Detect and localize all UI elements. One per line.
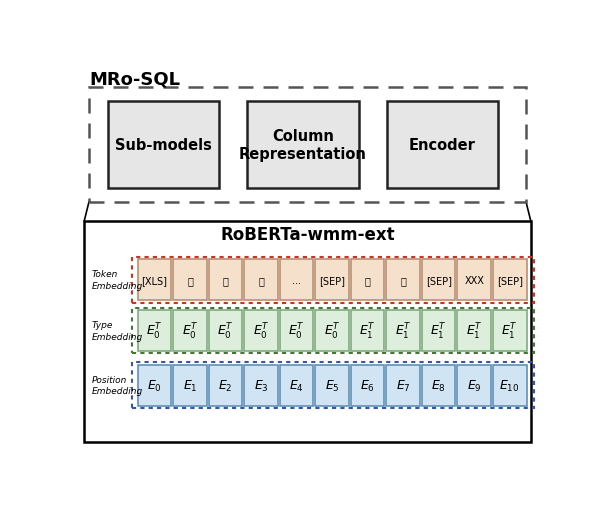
Text: $E_7$: $E_7$: [396, 378, 410, 393]
FancyBboxPatch shape: [138, 260, 172, 300]
Text: $E_2$: $E_2$: [218, 378, 233, 393]
FancyBboxPatch shape: [209, 260, 242, 300]
Text: $E_0$: $E_0$: [147, 378, 162, 393]
Text: $E_1^T$: $E_1^T$: [502, 321, 518, 341]
FancyBboxPatch shape: [84, 222, 531, 442]
FancyBboxPatch shape: [316, 365, 349, 406]
FancyBboxPatch shape: [457, 365, 491, 406]
Text: 请: 请: [187, 275, 193, 285]
FancyBboxPatch shape: [386, 365, 420, 406]
Text: $E_6$: $E_6$: [360, 378, 375, 393]
FancyBboxPatch shape: [422, 311, 455, 351]
FancyBboxPatch shape: [280, 311, 313, 351]
Text: $E_9$: $E_9$: [467, 378, 482, 393]
FancyBboxPatch shape: [244, 365, 278, 406]
Text: $E_0^T$: $E_0^T$: [289, 321, 305, 341]
FancyBboxPatch shape: [280, 365, 313, 406]
FancyBboxPatch shape: [457, 311, 491, 351]
Text: [SEP]: [SEP]: [497, 275, 523, 285]
FancyBboxPatch shape: [107, 102, 219, 189]
Text: 称: 称: [400, 275, 406, 285]
Text: Type
Embedding: Type Embedding: [91, 321, 143, 341]
Text: 名: 名: [365, 275, 371, 285]
Text: $E_4$: $E_4$: [289, 378, 304, 393]
FancyBboxPatch shape: [493, 311, 527, 351]
FancyBboxPatch shape: [351, 365, 385, 406]
FancyBboxPatch shape: [422, 260, 455, 300]
Text: $E_1^T$: $E_1^T$: [466, 321, 482, 341]
Text: Position
Embedding: Position Embedding: [91, 375, 143, 396]
FancyBboxPatch shape: [386, 311, 420, 351]
Text: Column
Representation: Column Representation: [239, 128, 367, 162]
FancyBboxPatch shape: [173, 260, 207, 300]
Text: $E_1^T$: $E_1^T$: [359, 321, 376, 341]
FancyBboxPatch shape: [209, 365, 242, 406]
Text: Token
Embedding: Token Embedding: [91, 270, 143, 291]
Text: RoBERTa-wmm-ext: RoBERTa-wmm-ext: [220, 226, 395, 244]
FancyBboxPatch shape: [351, 311, 385, 351]
Text: ...: ...: [292, 275, 301, 285]
Text: $E_1^T$: $E_1^T$: [395, 321, 412, 341]
Text: $E_0^T$: $E_0^T$: [324, 321, 340, 341]
Text: $E_{10}$: $E_{10}$: [499, 378, 520, 393]
Text: [XLS]: [XLS]: [142, 275, 167, 285]
FancyBboxPatch shape: [138, 365, 172, 406]
FancyBboxPatch shape: [457, 260, 491, 300]
Text: $E_3$: $E_3$: [254, 378, 269, 393]
Text: 查: 查: [258, 275, 264, 285]
Text: $E_5$: $E_5$: [325, 378, 340, 393]
Text: $E_0^T$: $E_0^T$: [182, 321, 199, 341]
FancyBboxPatch shape: [316, 311, 349, 351]
FancyBboxPatch shape: [280, 260, 313, 300]
FancyBboxPatch shape: [386, 260, 420, 300]
Text: $E_0^T$: $E_0^T$: [146, 321, 163, 341]
FancyBboxPatch shape: [351, 260, 385, 300]
FancyBboxPatch shape: [422, 365, 455, 406]
FancyBboxPatch shape: [173, 365, 207, 406]
Text: 一: 一: [223, 275, 229, 285]
FancyBboxPatch shape: [493, 365, 527, 406]
Text: $E_0^T$: $E_0^T$: [253, 321, 269, 341]
FancyBboxPatch shape: [138, 311, 172, 351]
Text: $E_8$: $E_8$: [431, 378, 446, 393]
Text: $E_1^T$: $E_1^T$: [430, 321, 447, 341]
Text: Encoder: Encoder: [409, 138, 476, 153]
FancyBboxPatch shape: [173, 311, 207, 351]
FancyBboxPatch shape: [209, 311, 242, 351]
Text: XXX: XXX: [464, 275, 484, 285]
FancyBboxPatch shape: [316, 260, 349, 300]
Text: $E_1$: $E_1$: [183, 378, 197, 393]
FancyBboxPatch shape: [244, 311, 278, 351]
FancyBboxPatch shape: [244, 260, 278, 300]
Text: Sub-models: Sub-models: [115, 138, 212, 153]
Text: $E_0^T$: $E_0^T$: [217, 321, 234, 341]
Text: [SEP]: [SEP]: [425, 275, 452, 285]
FancyBboxPatch shape: [386, 102, 498, 189]
FancyBboxPatch shape: [493, 260, 527, 300]
Text: MRo-SQL: MRo-SQL: [89, 70, 180, 88]
Text: [SEP]: [SEP]: [319, 275, 345, 285]
FancyBboxPatch shape: [247, 102, 359, 189]
